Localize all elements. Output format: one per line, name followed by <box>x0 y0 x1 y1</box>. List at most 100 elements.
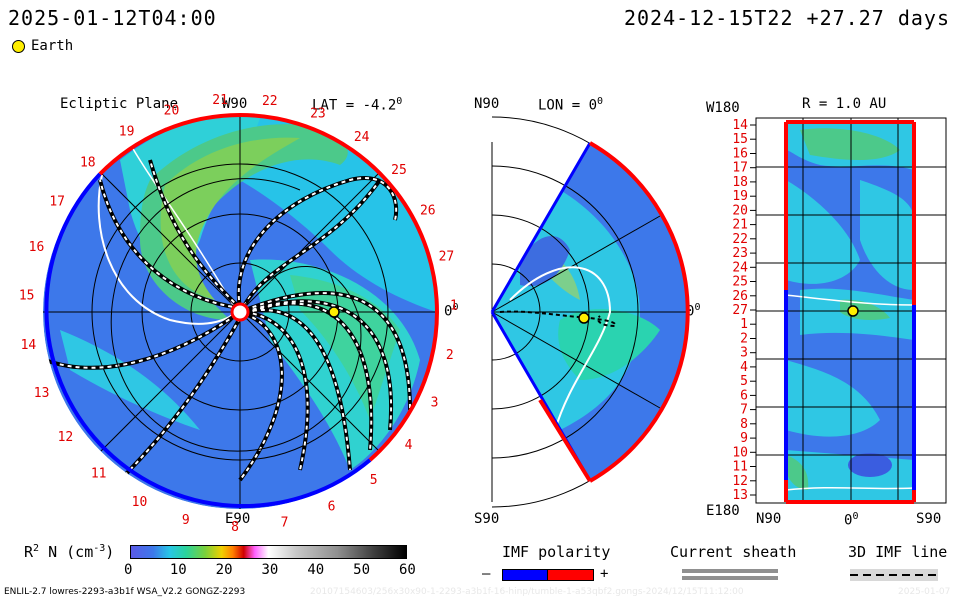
shell-row-label: 5 <box>740 374 748 389</box>
carrington-label: 12 <box>58 430 74 445</box>
shell-row-label: 25 <box>732 275 748 290</box>
shell-row-label: 9 <box>740 431 748 446</box>
shell-row-label: 23 <box>732 246 748 261</box>
carrington-label: 9 <box>182 513 190 528</box>
earth-legend: Earth <box>12 38 73 54</box>
carrington-label: 14 <box>21 338 37 353</box>
run-datetime: 2024-12-15T22 +27.27 days <box>623 6 950 30</box>
current-sheath-title: Current sheath <box>670 543 797 561</box>
carrington-label: 6 <box>328 499 336 514</box>
carrington-label: 5 <box>370 473 378 488</box>
carrington-label: 1 <box>450 299 458 314</box>
colorbar-tick-label: 60 <box>399 562 416 578</box>
shell-row-label: 3 <box>740 346 748 361</box>
shell-row-label: 6 <box>740 388 748 403</box>
footer-run-info: 20107154603/256x30x90-1-2293-a3b1f-16-hi… <box>310 587 744 597</box>
imf-polarity-title: IMF polarity <box>502 543 611 561</box>
carrington-label: 27 <box>439 249 455 264</box>
shell-row-label: 1 <box>740 317 748 332</box>
carrington-label: 15 <box>19 289 35 304</box>
density-colorbar <box>130 545 407 559</box>
shell-row-label: 20 <box>732 203 748 218</box>
carrington-label: 19 <box>119 125 135 140</box>
imf-line-swatch <box>850 569 938 581</box>
colorbar-tick-label: 20 <box>215 562 233 578</box>
current-sheath-line-1 <box>682 569 778 573</box>
shell-row-label: 22 <box>732 232 748 247</box>
carrington-label: 16 <box>29 240 45 255</box>
model-datetime: 2025-01-12T04:00 <box>8 6 217 30</box>
carrington-label: 18 <box>80 156 96 171</box>
carrington-label: 17 <box>49 195 65 210</box>
carrington-label: 22 <box>262 94 278 109</box>
carrington-label: 13 <box>34 386 50 401</box>
earth-icon-shell <box>847 305 859 317</box>
colorbar-tick-label: 40 <box>307 562 325 578</box>
shell-row-label: 12 <box>732 474 748 489</box>
colorbar-tick-label: 30 <box>261 562 279 578</box>
imf-line-title: 3D IMF line <box>848 543 948 561</box>
meridional-top-label: N90 <box>474 96 500 112</box>
shell-row-label: 8 <box>740 417 748 432</box>
footer-model-info: ENLIL-2.7 lowres-2293-a3b1f WSA_V2.2 GON… <box>4 587 246 597</box>
carrington-label: 11 <box>91 467 107 482</box>
shell-row-label: 10 <box>732 445 748 460</box>
imf-polarity-positive-swatch <box>547 569 594 581</box>
shell-row-label: 11 <box>732 460 748 475</box>
colorbar-label: R2 N (cm-3) <box>24 543 115 561</box>
sun-icon <box>230 302 250 322</box>
shell-x-label-s90: S90 <box>916 511 942 527</box>
carrington-label: 23 <box>310 107 326 122</box>
shell-row-label: 2 <box>740 332 748 347</box>
shell-row-label: 14 <box>732 118 748 133</box>
current-sheath-line-2 <box>682 576 778 580</box>
shell-row-label: 19 <box>732 189 748 204</box>
ecliptic-top-label: W90 <box>222 96 248 112</box>
meridional-right-label: 00 <box>686 302 701 320</box>
carrington-label: 8 <box>231 520 239 535</box>
ecliptic-density-map <box>43 115 437 509</box>
shell-row-label: 26 <box>732 289 748 304</box>
shell-x-label-n90: N90 <box>756 511 782 527</box>
carrington-label: 20 <box>164 103 180 118</box>
ecliptic-lat-label: LAT = -4.20 <box>312 96 403 114</box>
meridional-lon-label: LON = 00 <box>538 96 604 114</box>
ecliptic-right-label: 00 <box>444 302 459 320</box>
carrington-label: 26 <box>420 203 436 218</box>
ecliptic-polarity-ring <box>44 113 439 509</box>
shell-row-label: 21 <box>732 218 748 233</box>
carrington-label: 7 <box>281 515 289 530</box>
carrington-label: 2 <box>446 348 454 363</box>
shell-row-label: 24 <box>732 260 748 275</box>
carrington-label: 25 <box>391 163 407 178</box>
shell-row-label: 4 <box>740 360 748 375</box>
shell-row-label: 18 <box>732 175 748 190</box>
shell-x-label-0: 00 <box>844 511 859 529</box>
imf-polarity-minus: – <box>482 566 491 582</box>
carrington-label: 3 <box>431 395 439 410</box>
colorbar-tick-label: 10 <box>169 562 187 578</box>
shell-bottom-label: E180 <box>706 503 740 519</box>
carrington-label: 21 <box>212 93 228 108</box>
carrington-label: 4 <box>405 438 413 453</box>
shell-row-label: 16 <box>732 147 748 162</box>
earth-marker-icon <box>12 39 25 53</box>
carrington-label: 10 <box>132 495 148 510</box>
meridional-bottom-label: S90 <box>474 511 500 527</box>
earth-icon-meridional <box>578 312 590 324</box>
footer-date: 2025-01-07 <box>898 587 951 597</box>
carrington-label: 24 <box>354 130 370 145</box>
colorbar-ticks: 0 10 20 30 40 50 60 <box>124 562 416 580</box>
imf-polarity-negative-swatch <box>502 569 549 581</box>
shell-r-label: R = 1.0 AU <box>802 96 887 112</box>
earth-legend-label: Earth <box>31 38 74 54</box>
shell-row-label: 13 <box>732 488 748 503</box>
shell-row-label: 17 <box>732 161 748 176</box>
shell-top-label: W180 <box>706 100 740 116</box>
shell-row-label: 15 <box>732 132 748 147</box>
shell-row-label: 7 <box>740 403 748 418</box>
ecliptic-title: Ecliptic Plane <box>60 96 179 112</box>
